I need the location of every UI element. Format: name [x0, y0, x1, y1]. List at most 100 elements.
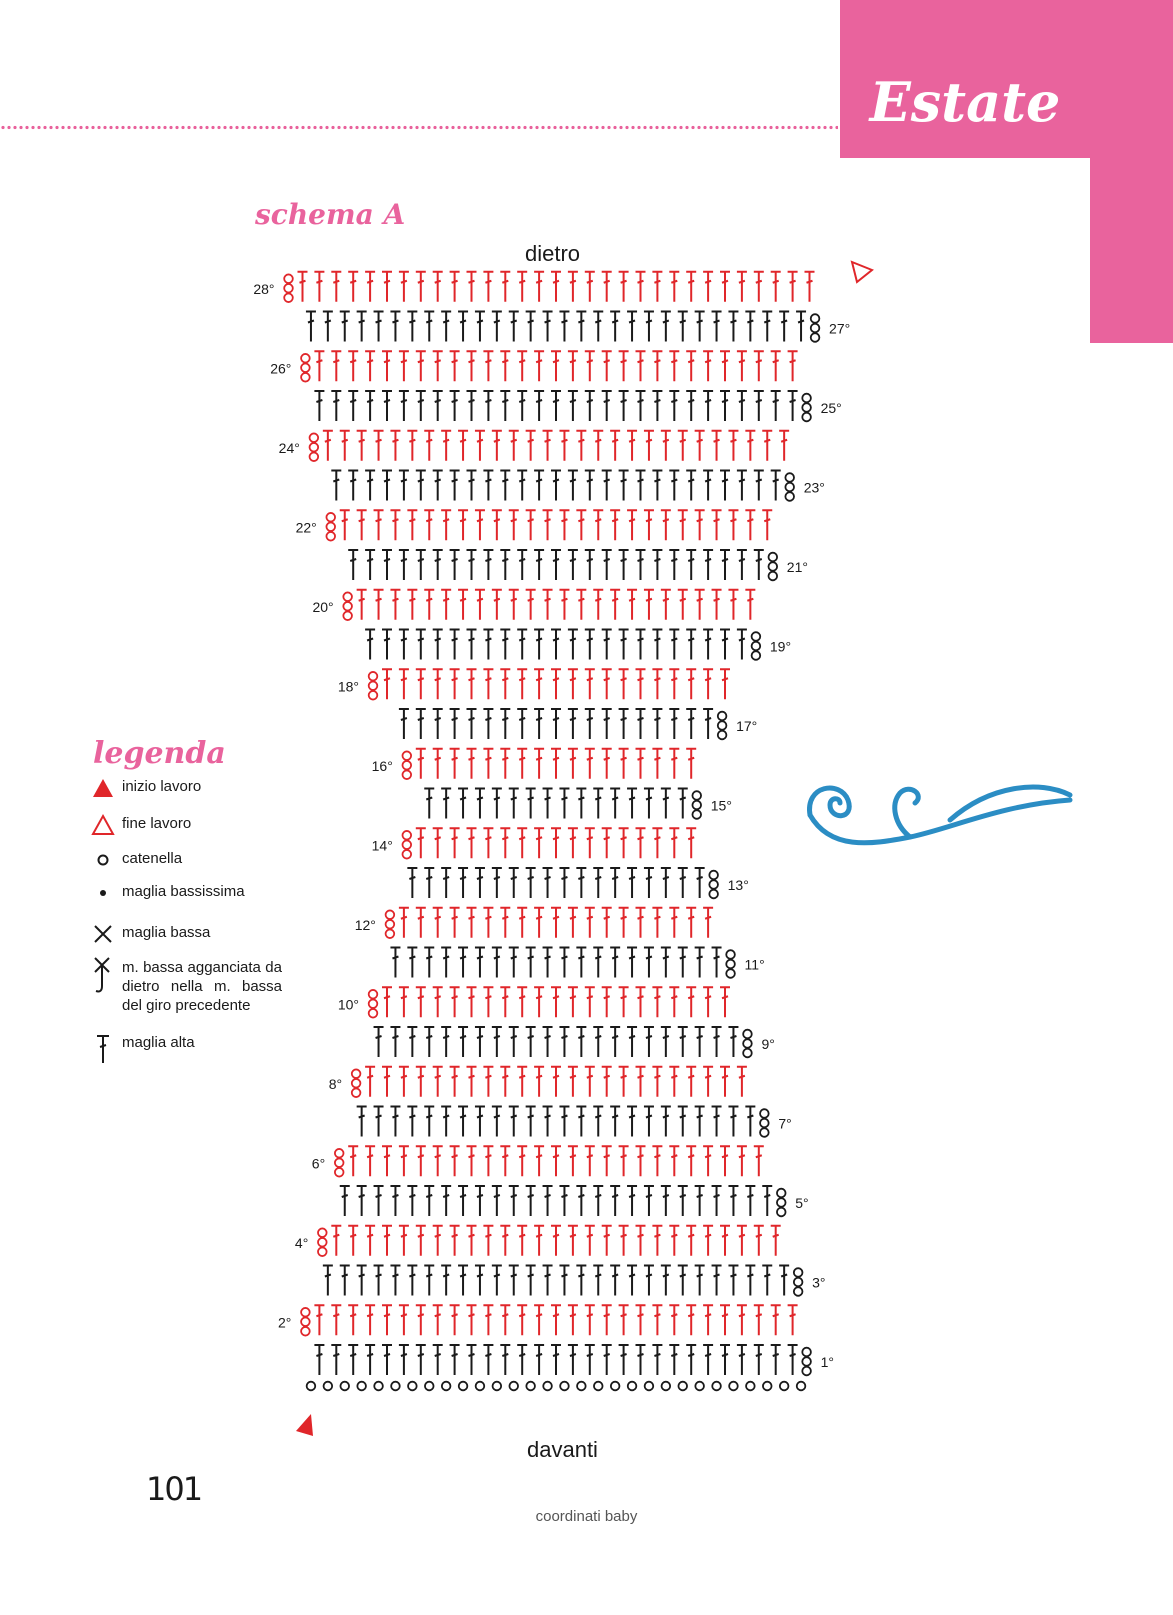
double-crochet-stitch — [415, 708, 426, 739]
double-crochet-stitch — [474, 1185, 485, 1216]
turning-chain-stitch — [767, 570, 779, 582]
double-crochet-stitch — [635, 628, 646, 660]
double-crochet-stitch — [424, 867, 435, 898]
double-crochet-stitch — [517, 1065, 528, 1097]
double-crochet-stitch — [703, 1344, 714, 1375]
double-crochet-stitch — [508, 509, 519, 541]
double-crochet-stitch — [643, 787, 654, 819]
double-crochet-stitch — [432, 350, 443, 382]
double-crochet-stitch — [720, 390, 730, 421]
double-crochet-stitch — [618, 390, 629, 421]
double-crochet-stitch — [500, 1304, 511, 1336]
double-crochet-stitch — [382, 1224, 392, 1256]
double-crochet-stitch — [559, 1105, 570, 1137]
turning-chain-stitch — [401, 849, 413, 860]
chain-stitch — [390, 1380, 401, 1392]
double-crochet-stitch — [635, 1344, 646, 1375]
double-crochet-stitch — [567, 1344, 578, 1375]
double-crochet-stitch — [728, 429, 739, 461]
double-crochet-stitch — [677, 310, 688, 342]
double-crochet-stitch — [567, 350, 578, 382]
turning-chain-stitch — [325, 531, 336, 542]
double-crochet-stitch — [551, 469, 561, 501]
double-crochet-stitch — [610, 310, 621, 342]
double-crochet-stitch — [584, 708, 595, 739]
double-crochet-stitch — [551, 350, 561, 382]
double-crochet-stitch — [762, 1264, 773, 1296]
double-crochet-stitch — [804, 270, 815, 302]
double-crochet-stitch — [474, 946, 485, 978]
double-crochet-stitch — [356, 429, 367, 461]
double-crochet-stitch — [441, 588, 452, 620]
double-crochet-stitch — [508, 588, 519, 620]
double-crochet-stitch — [441, 946, 452, 978]
double-crochet-stitch — [610, 867, 621, 898]
double-crochet-stitch — [542, 1264, 553, 1296]
turning-chain-stitch — [767, 551, 779, 563]
wave-decoration — [807, 784, 1073, 846]
double-crochet-stitch — [635, 906, 646, 938]
double-crochet-stitch — [584, 827, 595, 859]
double-crochet-stitch — [382, 469, 392, 501]
double-crochet-stitch — [424, 509, 435, 541]
double-crochet-stitch — [677, 1264, 688, 1296]
row-label: 6° — [312, 1155, 325, 1171]
double-crochet-stitch — [432, 708, 443, 739]
chain-stitch — [440, 1380, 452, 1392]
double-crochet-stitch — [593, 1185, 604, 1216]
double-crochet-stitch — [711, 310, 722, 342]
double-crochet-stitch — [297, 270, 308, 302]
double-crochet-stitch — [728, 1026, 739, 1057]
turning-chain-stitch — [725, 958, 736, 970]
double-crochet-stitch — [720, 1224, 730, 1256]
double-crochet-stitch — [660, 588, 671, 620]
double-crochet-stitch — [508, 1264, 519, 1296]
turning-chain-stitch — [283, 283, 294, 294]
row-label: 25° — [821, 400, 842, 416]
double-crochet-stitch — [584, 350, 595, 382]
double-crochet-stitch — [525, 1264, 536, 1296]
double-crochet-stitch — [466, 628, 477, 660]
double-crochet-stitch — [779, 1264, 790, 1296]
book-title: coordinati baby — [535, 1508, 638, 1525]
double-crochet-stitch — [652, 708, 663, 739]
double-crochet-stitch — [610, 588, 621, 620]
double-crochet-stitch — [643, 429, 654, 461]
double-crochet-stitch — [534, 1304, 545, 1336]
double-crochet-stitch — [390, 1264, 401, 1296]
double-crochet-stitch — [601, 747, 612, 779]
double-crochet-stitch — [601, 1145, 612, 1177]
double-crochet-stitch — [660, 310, 671, 342]
double-crochet-stitch — [500, 549, 511, 580]
double-crochet-stitch — [669, 986, 680, 1018]
double-crochet-stitch — [703, 390, 714, 421]
double-crochet-stitch — [491, 588, 502, 620]
double-crochet-stitch — [736, 1304, 747, 1336]
double-crochet-stitch — [407, 1264, 418, 1296]
turning-chain-stitch — [716, 710, 728, 722]
double-crochet-stitch — [593, 867, 604, 898]
chain-stitch — [711, 1380, 722, 1392]
turning-chain-stitch — [367, 671, 379, 682]
turning-chain-stitch — [792, 1286, 804, 1297]
double-crochet-stitch — [745, 509, 756, 541]
double-crochet-stitch — [618, 1304, 629, 1336]
double-crochet-stitch — [542, 429, 553, 461]
double-crochet-stitch — [567, 986, 578, 1018]
chain-stitch — [609, 1380, 621, 1392]
double-crochet-stitch — [618, 906, 629, 938]
double-crochet-stitch — [627, 867, 638, 898]
double-crochet-stitch — [474, 1105, 485, 1137]
double-crochet-stitch — [314, 270, 325, 302]
double-crochet-stitch — [398, 1304, 409, 1336]
double-crochet-stitch — [407, 867, 418, 898]
double-crochet-stitch — [339, 310, 350, 342]
double-crochet-stitch — [483, 1344, 494, 1375]
double-crochet-stitch — [618, 469, 629, 501]
chain-stitch — [407, 1380, 418, 1392]
double-crochet-stitch — [559, 867, 570, 898]
double-crochet-stitch — [415, 827, 426, 859]
double-crochet-stitch — [331, 1304, 342, 1336]
chain-stitch — [593, 1380, 604, 1392]
double-crochet-stitch — [559, 588, 570, 620]
